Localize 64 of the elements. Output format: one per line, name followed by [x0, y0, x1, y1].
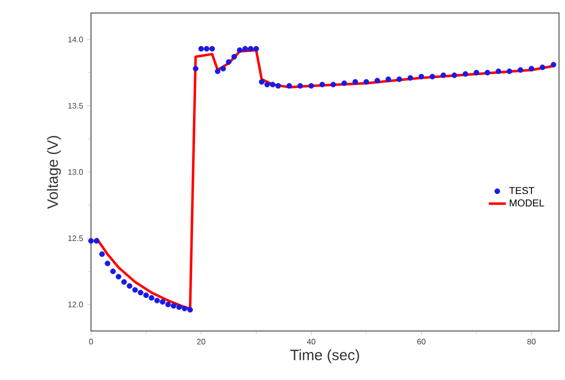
point [242, 46, 248, 52]
point [430, 74, 436, 80]
point [275, 83, 281, 89]
y-axis-title: Voltage (V) [46, 136, 61, 209]
point [258, 79, 264, 85]
point [248, 46, 254, 52]
point [506, 68, 512, 74]
point [209, 46, 215, 52]
point [187, 307, 193, 313]
point [110, 268, 116, 274]
point [352, 79, 358, 85]
point [396, 76, 402, 82]
point [176, 304, 182, 310]
point [330, 82, 336, 88]
point [364, 79, 370, 85]
point [236, 47, 242, 53]
point [474, 70, 480, 76]
point [214, 68, 220, 74]
point [132, 287, 138, 293]
point [192, 66, 198, 72]
point [99, 251, 105, 257]
point [540, 64, 546, 70]
point [143, 292, 149, 298]
point [440, 72, 446, 78]
point [518, 67, 524, 73]
point [408, 75, 414, 81]
point [374, 78, 380, 84]
point [94, 238, 100, 244]
point [550, 62, 556, 68]
point [220, 66, 226, 72]
point [170, 303, 176, 309]
point [204, 46, 210, 52]
point [116, 274, 122, 280]
point [528, 66, 534, 72]
point [264, 82, 270, 88]
point [308, 83, 314, 89]
point [418, 74, 424, 80]
point [496, 68, 502, 74]
point [297, 83, 304, 89]
point [138, 290, 144, 296]
point [104, 260, 110, 266]
point [148, 295, 154, 301]
point [126, 283, 132, 289]
point [231, 54, 237, 60]
point [88, 238, 94, 244]
point [484, 70, 490, 76]
point [198, 46, 204, 52]
x-axis-title: Time (sec) [290, 349, 360, 364]
point [182, 306, 188, 312]
point [452, 72, 458, 78]
point [165, 302, 171, 308]
point [121, 279, 127, 285]
point [386, 76, 392, 82]
point [154, 298, 160, 304]
point [341, 80, 348, 86]
point [226, 59, 232, 65]
point [270, 82, 276, 88]
point [160, 299, 166, 305]
point [253, 46, 259, 52]
point [462, 71, 468, 77]
point [286, 83, 292, 89]
legend-label: MODEL [510, 199, 544, 206]
point [319, 82, 326, 88]
legend-label: TEST [509, 187, 534, 194]
